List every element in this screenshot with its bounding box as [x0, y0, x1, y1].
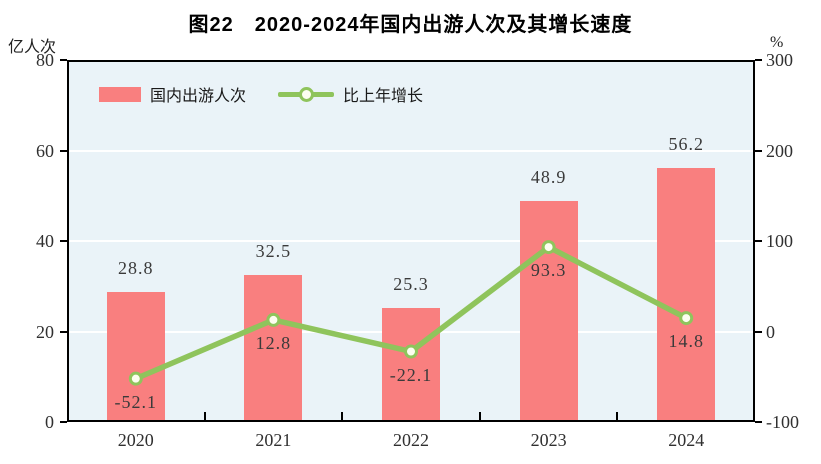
line-path — [133, 244, 689, 382]
chart-title: 图22 2020-2024年国内出游人次及其增长速度 — [188, 14, 633, 36]
x-axis-label: 2021 — [255, 430, 292, 450]
line-point-label: 14.8 — [668, 331, 704, 352]
left-axis-tick — [60, 421, 67, 423]
right-axis-tick — [755, 240, 762, 242]
right-axis-tick-label: 300 — [766, 50, 793, 70]
left-axis-tick — [60, 240, 67, 242]
line-point-label: 93.3 — [530, 260, 567, 281]
bar-value-label: 32.5 — [255, 240, 292, 261]
bar — [382, 307, 440, 420]
legend-item-bar: 国内出游人次 — [99, 82, 246, 106]
gridline — [69, 149, 753, 152]
bar — [244, 274, 303, 420]
right-axis-tick — [755, 59, 762, 61]
right-axis-tick — [755, 421, 762, 423]
bar-series-swatch — [99, 86, 141, 102]
right-axis-tick — [755, 149, 762, 152]
right-axis-tick-label: 200 — [766, 140, 793, 161]
bar-value-label: 28.8 — [118, 257, 154, 278]
left-axis-tick-label: 20 — [36, 321, 54, 342]
line-point-label: 12.8 — [255, 332, 292, 353]
x-axis-label: 2024 — [668, 430, 705, 450]
bar-value-label: 48.9 — [530, 166, 567, 187]
x-axis-label: 2020 — [117, 430, 154, 450]
x-axis-label: 2022 — [393, 430, 429, 450]
left-axis-tick-label: 60 — [36, 140, 54, 161]
line-marker-icon — [679, 311, 694, 326]
right-axis-tick-label: 100 — [766, 231, 793, 251]
line-series-swatch — [278, 86, 335, 102]
left-axis-tick — [60, 330, 67, 333]
x-axis-tick — [341, 412, 344, 420]
line-marker-icon — [128, 371, 143, 386]
line-point-label: -22.1 — [389, 364, 433, 385]
legend: 国内出游人次 比上年增长 — [99, 82, 423, 106]
line-marker-icon — [541, 240, 556, 255]
bar-value-label: 25.3 — [393, 273, 429, 294]
bar-value-label: 56.2 — [668, 133, 704, 154]
x-axis-tick — [478, 412, 481, 420]
right-axis-unit: % — [770, 34, 784, 51]
line-point-label: -52.1 — [114, 391, 158, 412]
x-axis-tick — [203, 412, 206, 420]
legend-item-line: 比上年增长 — [278, 82, 423, 106]
left-axis-tick — [60, 149, 67, 152]
right-axis-tick-label: -100 — [766, 412, 799, 432]
right-axis-tick-label: 0 — [766, 321, 775, 342]
bar — [657, 167, 716, 420]
x-axis-label: 2023 — [530, 430, 567, 450]
left-axis-unit: 亿人次 — [8, 39, 57, 56]
left-axis-tick-label: 40 — [36, 231, 54, 251]
x-axis-tick — [616, 412, 619, 420]
line-swatch-marker-icon — [299, 86, 315, 102]
line-marker-icon — [266, 312, 281, 327]
right-axis-tick — [755, 330, 762, 333]
left-axis-tick — [60, 59, 67, 61]
bar — [106, 291, 165, 420]
left-axis-tick-label: 80 — [36, 50, 54, 70]
legend-bar-label: 国内出游人次 — [150, 88, 247, 105]
legend-line-label: 比上年增长 — [343, 88, 424, 105]
left-axis-tick-label: 0 — [45, 412, 54, 432]
line-marker-icon — [404, 344, 418, 359]
bar — [519, 200, 578, 420]
gridline — [69, 240, 753, 242]
